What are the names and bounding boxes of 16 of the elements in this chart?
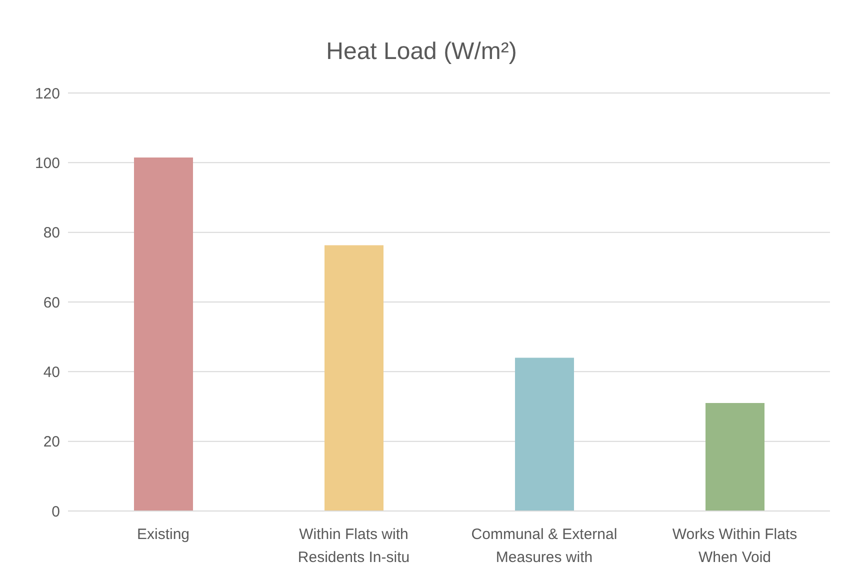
bar	[515, 358, 574, 511]
y-tick-label: 100	[34, 154, 60, 172]
bar	[706, 403, 764, 511]
x-tick-label: Works Within Flats When Void	[672, 526, 798, 566]
y-tick-label: 40	[43, 364, 60, 381]
y-tick-label: 120	[34, 85, 60, 102]
x-tick-label: Within Flats with Residents In-situ	[298, 526, 410, 566]
y-tick-label: 60	[43, 294, 60, 312]
x-tick-label: Existing	[136, 526, 190, 543]
bar	[324, 245, 384, 511]
y-tick-label: 0	[52, 503, 60, 520]
y-tick-label: 20	[43, 434, 60, 451]
y-tick-label: 80	[43, 224, 60, 242]
bar	[134, 157, 193, 511]
x-tick-label: Communal & External Measures with	[471, 526, 618, 566]
chart-title: Heat Load (W/m²)	[325, 38, 518, 66]
